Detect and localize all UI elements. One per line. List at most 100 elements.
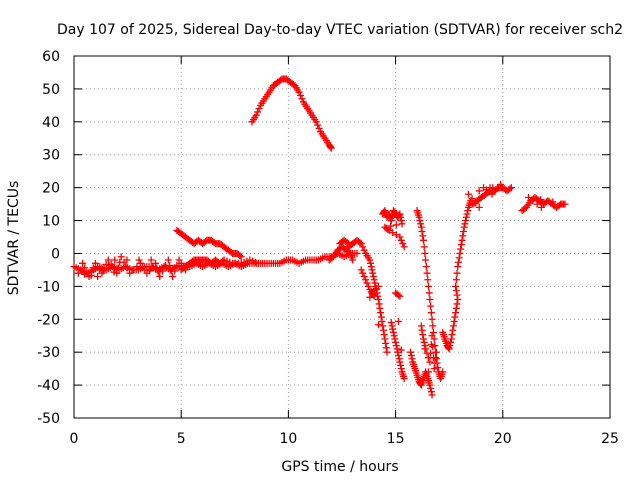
data-point xyxy=(129,266,137,274)
series-rise-17 xyxy=(439,197,475,353)
x-tick-label: 15 xyxy=(387,431,405,447)
data-point xyxy=(369,290,377,298)
data-point xyxy=(419,335,427,343)
data-point xyxy=(369,272,377,280)
series-arc-mid xyxy=(177,256,262,274)
data-point xyxy=(426,358,434,366)
data-point xyxy=(123,264,131,272)
data-point xyxy=(497,180,505,188)
y-tick-label: 40 xyxy=(42,115,60,131)
data-point xyxy=(396,292,404,300)
data-point xyxy=(105,262,113,270)
data-point xyxy=(452,282,460,290)
data-point xyxy=(374,321,382,329)
data-point xyxy=(377,313,385,321)
data-point xyxy=(104,256,112,264)
data-point xyxy=(424,368,432,376)
data-point xyxy=(394,351,402,359)
data-point xyxy=(408,355,416,363)
data-point xyxy=(525,194,533,202)
series-descent-14 xyxy=(344,236,391,356)
data-point xyxy=(449,322,457,330)
data-point xyxy=(427,349,435,357)
data-point xyxy=(327,144,335,152)
data-point xyxy=(146,267,154,275)
data-point xyxy=(462,217,470,225)
data-point xyxy=(74,269,82,277)
data-point xyxy=(397,217,405,225)
y-axis-ticks: -50 -40 -30 -20 -10 0 10 20 30 40 50 60 xyxy=(37,49,610,427)
data-point xyxy=(429,328,437,336)
data-point xyxy=(379,326,387,334)
data-point xyxy=(370,276,378,284)
data-point xyxy=(434,364,442,372)
data-point xyxy=(398,220,406,228)
data-point xyxy=(393,345,401,353)
data-point xyxy=(295,88,303,96)
data-point xyxy=(451,313,459,321)
data-point xyxy=(420,338,428,346)
data-point xyxy=(458,236,466,244)
data-point xyxy=(397,365,405,373)
series-cluster-15 xyxy=(379,207,408,251)
data-point xyxy=(367,259,375,267)
data-point xyxy=(164,256,172,264)
series-tail-21-23 xyxy=(518,194,569,215)
y-tick-label: 0 xyxy=(51,246,60,262)
data-point xyxy=(423,269,431,277)
y-tick-label: 60 xyxy=(42,49,60,65)
data-point xyxy=(454,263,462,271)
data-point xyxy=(87,271,95,279)
data-point xyxy=(533,200,541,208)
data-point xyxy=(376,304,384,312)
data-point xyxy=(427,302,435,310)
data-points xyxy=(70,75,569,399)
data-point xyxy=(461,220,469,228)
data-point xyxy=(363,279,371,287)
data-point xyxy=(81,270,89,278)
data-point xyxy=(236,252,244,260)
data-point xyxy=(81,264,89,272)
data-point xyxy=(397,236,405,244)
data-point xyxy=(394,317,402,325)
data-point xyxy=(237,253,245,261)
data-point xyxy=(464,190,472,198)
data-point xyxy=(384,225,392,233)
data-point xyxy=(312,118,320,126)
data-point xyxy=(123,256,131,264)
data-point xyxy=(255,105,263,113)
x-axis-label: GPS time / hours xyxy=(281,459,398,475)
data-point xyxy=(397,213,405,221)
data-point xyxy=(371,279,379,287)
data-point xyxy=(537,196,545,204)
data-point xyxy=(387,217,395,225)
data-point xyxy=(360,272,368,280)
data-point xyxy=(433,359,441,367)
data-point xyxy=(459,228,467,236)
data-point xyxy=(315,124,323,132)
data-point xyxy=(353,249,361,257)
data-point xyxy=(389,328,397,336)
data-point xyxy=(298,95,306,103)
series-descent-15 xyxy=(387,289,408,383)
data-point xyxy=(166,262,174,270)
data-point xyxy=(400,375,408,383)
data-point xyxy=(126,269,134,277)
data-point xyxy=(419,232,427,240)
data-point xyxy=(462,213,470,221)
data-point xyxy=(367,263,375,271)
data-point xyxy=(417,220,425,228)
data-point xyxy=(432,355,440,363)
data-point xyxy=(388,322,396,330)
data-point xyxy=(147,256,155,264)
data-point xyxy=(452,304,460,312)
data-point xyxy=(506,185,514,193)
data-point xyxy=(422,256,430,264)
series-noise-early xyxy=(74,253,189,280)
data-point xyxy=(448,331,456,339)
data-point xyxy=(453,269,461,277)
data-point xyxy=(486,184,494,192)
data-point xyxy=(395,355,403,363)
data-point xyxy=(374,282,382,290)
data-point xyxy=(450,317,458,325)
